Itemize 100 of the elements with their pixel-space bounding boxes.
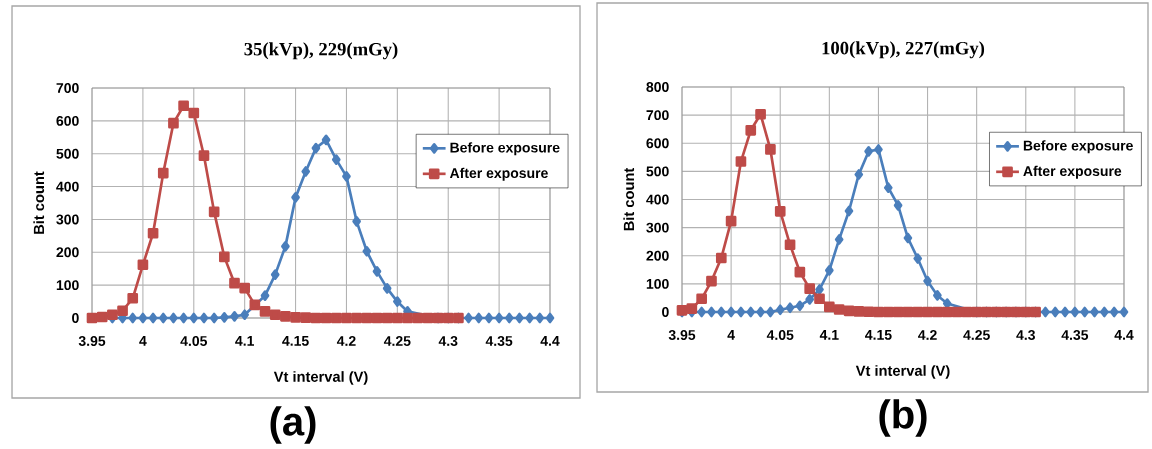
- point: [795, 300, 805, 312]
- point: [726, 306, 736, 318]
- point: [932, 306, 943, 318]
- y-axis-title: Bit count: [623, 167, 635, 231]
- point: [219, 312, 229, 323]
- text: (a): [270, 406, 316, 444]
- point: [756, 306, 765, 318]
- x-tick-label: 4.35: [1061, 330, 1089, 340]
- point: [259, 306, 271, 317]
- point: [290, 312, 301, 323]
- point: [892, 306, 904, 318]
- x-tick-label: 4.2: [336, 336, 356, 346]
- point: [784, 239, 796, 251]
- x-tick-label: 4.1: [819, 330, 839, 340]
- point: [696, 293, 707, 305]
- y-tick-label: 100: [56, 280, 79, 291]
- x-tick-label: 4.15: [282, 336, 309, 346]
- point: [912, 306, 924, 318]
- point: [230, 311, 239, 322]
- legend-label: After exposure: [1023, 165, 1122, 179]
- point: [209, 312, 219, 324]
- point: [844, 205, 854, 217]
- point: [874, 144, 883, 155]
- point: [707, 306, 716, 318]
- point: [725, 215, 737, 227]
- point: [1090, 306, 1099, 318]
- point: [351, 312, 362, 324]
- point: [361, 312, 373, 324]
- point: [280, 311, 291, 322]
- point: [117, 305, 128, 317]
- y-tick-label: 200: [56, 247, 79, 258]
- point: [794, 266, 806, 278]
- legend-label: Before exposure: [450, 142, 560, 156]
- point: [775, 304, 785, 316]
- point: [474, 312, 484, 324]
- y-tick-label: 800: [646, 82, 669, 92]
- point: [1060, 306, 1070, 318]
- point: [321, 134, 331, 146]
- x-tick-label: 4.15: [865, 330, 892, 340]
- y-tick-label: 700: [56, 83, 79, 93]
- point: [179, 312, 188, 324]
- point: [766, 306, 775, 318]
- point: [392, 312, 403, 324]
- x-tick-label: 4.4: [540, 336, 560, 346]
- y-tick-label: 400: [646, 194, 669, 205]
- point: [372, 266, 382, 277]
- point: [913, 253, 923, 264]
- point: [157, 167, 169, 179]
- point: [240, 309, 250, 321]
- point: [168, 117, 179, 129]
- point: [825, 265, 834, 276]
- y-tick-label: 300: [646, 222, 669, 233]
- x-tick-label: 4: [727, 330, 735, 340]
- point: [805, 294, 815, 305]
- point: [127, 292, 139, 304]
- point: [1109, 306, 1119, 318]
- point: [310, 312, 322, 324]
- x-tick-label: 4.35: [485, 336, 513, 346]
- point: [697, 306, 706, 318]
- point: [525, 312, 534, 324]
- point: [464, 312, 473, 324]
- x-tick-label: 4.25: [963, 330, 990, 340]
- point: [300, 312, 312, 324]
- point: [218, 251, 230, 263]
- point: [824, 301, 835, 313]
- point: [854, 169, 864, 180]
- point: [239, 282, 251, 294]
- point: [933, 290, 942, 301]
- point: [352, 216, 361, 227]
- chart-title: 100(kVp), 227(mGy): [822, 41, 985, 59]
- point: [755, 108, 766, 120]
- point: [188, 107, 200, 119]
- point: [137, 259, 149, 271]
- point: [138, 312, 148, 324]
- point: [189, 312, 199, 324]
- x-tick-label: 4.4: [1114, 330, 1134, 340]
- point: [736, 306, 746, 318]
- point: [494, 312, 504, 324]
- point: [535, 312, 545, 324]
- point: [199, 312, 209, 324]
- y-tick-label: 600: [646, 138, 669, 149]
- point: [922, 306, 933, 318]
- y-tick-label: 400: [56, 181, 79, 192]
- point: [735, 156, 747, 167]
- point: [1100, 306, 1109, 318]
- point: [330, 312, 342, 324]
- point: [834, 234, 844, 245]
- point: [362, 245, 372, 257]
- y-tick-label: 0: [662, 307, 669, 317]
- x-tick-label: 4.05: [766, 330, 794, 340]
- point: [1070, 306, 1080, 318]
- point: [873, 306, 884, 318]
- point: [716, 306, 726, 318]
- point: [270, 269, 280, 280]
- point: [342, 171, 351, 182]
- point: [402, 312, 413, 324]
- point: [128, 312, 138, 324]
- y-tick-label: 200: [646, 250, 669, 261]
- point: [882, 306, 894, 318]
- point: [382, 283, 392, 294]
